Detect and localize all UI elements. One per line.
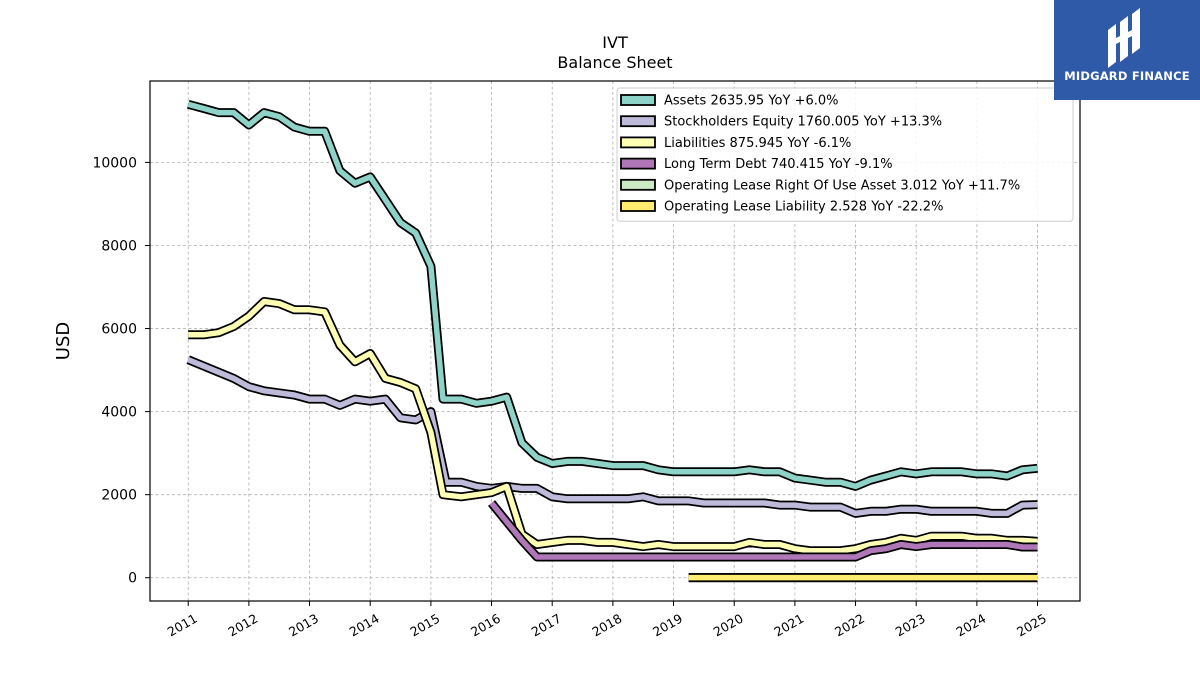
y-tick-label: 6000 [101,322,137,338]
legend-label: Operating Lease Liability 2.528 YoY -22.… [664,200,943,215]
series-stroke [187,101,1038,490]
x-tick-label: 2014 [347,611,382,640]
x-tick-label: 2013 [286,611,321,640]
y-tick-label: 4000 [101,405,137,421]
x-tick-label: 2023 [893,611,928,640]
x-tick-label: 2020 [711,611,746,640]
chart-subtitle: Balance Sheet [557,53,672,72]
y-axis-ticks: 0 2000 4000 6000 8000 10000 [92,155,150,587]
legend-swatch [620,136,656,149]
legend: Assets 2635.95 YoY +6.0% Stockholders Equ… [616,87,1074,222]
legend-label: Liabilities 875.945 YoY -6.1% [664,136,851,151]
series-line [186,355,1038,518]
x-tick-label: 2025 [1014,611,1049,640]
legend-swatch [620,157,656,170]
brand-logo: MIDGARD FINANCE [1054,0,1200,100]
y-tick-label: 0 [128,571,137,587]
legend-swatch [620,94,656,106]
y-tick-label: 10000 [92,155,137,171]
brand-mark-icon [1108,8,1140,68]
x-tick-label: 2024 [953,611,988,640]
x-tick-label: 2021 [771,611,806,640]
legend-label: Operating Lease Right Of Use Asset 3.012… [664,178,1020,193]
series-stroke [187,357,1038,517]
y-tick-label: 8000 [101,238,137,254]
series-stroke [188,298,1038,554]
series-line [187,99,1038,491]
series-line [488,500,1038,562]
x-tick-label: 2016 [468,611,503,640]
x-tick-label: 2015 [407,611,442,640]
plot-frame [149,80,1081,602]
series-lines [186,99,1038,583]
x-tick-label: 2019 [650,611,685,640]
legend-label: Stockholders Equity 1760.005 YoY +13.3% [664,115,942,130]
x-tick-label: 2018 [589,611,624,640]
legend-swatch [620,200,656,212]
series-stroke [489,501,1038,560]
legend-label: Assets 2635.95 YoY +6.0% [664,94,839,109]
x-tick-label: 2012 [225,611,260,640]
legend-label: Long Term Debt 740.415 YoY -9.1% [664,157,893,172]
series-line [188,297,1038,556]
legend-swatch [620,178,656,191]
x-tick-label: 2022 [832,611,867,640]
legend-frame [616,87,1074,222]
legend-swatch [620,115,656,128]
x-axis-ticks: 2011 2012 2013 2014 2015 2016 2017 2018 2019 2020… [165,601,1049,640]
x-tick-label: 2017 [529,611,564,640]
chart-title: IVT [602,33,628,52]
x-tick-label: 2011 [165,611,200,640]
y-axis-label: USD [53,322,74,360]
brand-name: MIDGARD FINANCE [1064,69,1190,83]
y-tick-label: 2000 [101,488,137,504]
